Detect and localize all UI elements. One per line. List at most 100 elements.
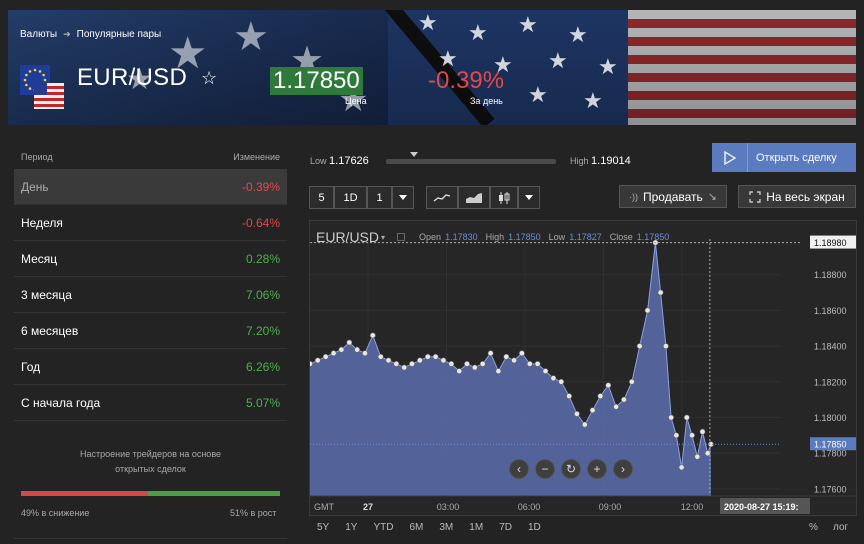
- performance-period-label: С начала года: [21, 395, 101, 410]
- y-tick-label: 1.17600: [814, 484, 847, 494]
- price-point: [707, 441, 714, 448]
- sentiment-up-label: 51% в рост: [230, 508, 277, 518]
- open-deal-button[interactable]: Открыть сделку: [712, 143, 856, 172]
- price-point: [673, 432, 680, 439]
- x-tick-label: 03:00: [437, 502, 460, 512]
- performance-row[interactable]: 3 месяца 7.06%: [14, 277, 287, 313]
- star-decoration: ★: [583, 88, 603, 113]
- scroll-left-button[interactable]: ‹: [509, 459, 529, 479]
- arrow-right-icon: ➔: [63, 29, 71, 39]
- us-flag-stripes-background: [628, 10, 856, 125]
- reset-zoom-button[interactable]: ↻: [561, 459, 581, 479]
- favorite-star-icon[interactable]: ☆: [201, 68, 218, 88]
- price-point: [456, 368, 463, 374]
- price-point: [471, 364, 478, 371]
- settings-square-icon[interactable]: [397, 233, 406, 241]
- chart-type-dropdown-icon[interactable]: [518, 186, 540, 209]
- interval-5-button[interactable]: 5: [309, 186, 334, 209]
- price-point: [322, 353, 329, 360]
- chevron-down-icon[interactable]: ▾: [381, 232, 386, 242]
- price-point: [424, 353, 431, 360]
- price-point: [338, 346, 345, 353]
- performance-row[interactable]: С начала года 5.07%: [14, 385, 287, 421]
- play-icon: [712, 143, 748, 172]
- price-point: [401, 364, 408, 371]
- line-chart-icon[interactable]: [426, 186, 458, 209]
- performance-period-label: 3 месяца: [21, 287, 72, 302]
- performance-row[interactable]: Год 6.26%: [14, 349, 287, 385]
- price-point: [369, 332, 376, 339]
- daily-change: -0.39%: [428, 67, 505, 94]
- price-point: [409, 360, 415, 367]
- price-point: [534, 360, 541, 367]
- price-point: [678, 464, 685, 471]
- percent-scale-toggle[interactable]: %: [809, 521, 818, 533]
- price-point: [644, 307, 651, 314]
- price-point: [699, 428, 706, 435]
- performance-header: Период Изменение: [14, 145, 287, 169]
- performance-table: Период Изменение День -0.39% Неделя -0.64% М…: [14, 145, 287, 421]
- interval-group: 5 1D 1: [309, 186, 414, 209]
- performance-change-value: -0.64%: [241, 215, 280, 230]
- price-point: [362, 350, 368, 357]
- candlestick-chart-icon[interactable]: [490, 186, 518, 209]
- high-value-box: [810, 235, 856, 249]
- performance-row[interactable]: День -0.39%: [14, 169, 287, 205]
- breadcrumb: Валюты ➔ Популярные пары: [20, 29, 161, 40]
- star-decoration: ★: [468, 20, 488, 45]
- interval-1d-button[interactable]: 1D: [334, 186, 367, 209]
- price-point: [377, 353, 384, 360]
- log-scale-toggle[interactable]: лог: [833, 521, 849, 533]
- last-value-label: 1.17850: [814, 440, 847, 450]
- sentiment-down-fill: [21, 491, 148, 496]
- star-decoration: ★: [548, 48, 568, 73]
- zoom-out-button[interactable]: −: [535, 459, 555, 479]
- period-ytd-button[interactable]: YTD: [373, 521, 394, 533]
- star-decoration: ★: [168, 29, 208, 78]
- interval-1-button[interactable]: 1: [367, 186, 392, 209]
- last-value-box: [810, 437, 856, 451]
- price-point: [464, 360, 470, 367]
- performance-period-label: Неделя: [21, 215, 63, 230]
- timezone-label: GMT: [314, 502, 334, 512]
- period-3m-button[interactable]: 3M: [439, 521, 454, 533]
- period-1y-button[interactable]: 1Y: [345, 521, 358, 533]
- star-decoration: ★: [438, 46, 458, 71]
- sell-button[interactable]: ·)) Продавать ↘: [619, 185, 727, 208]
- performance-change-value: -0.39%: [241, 179, 280, 194]
- period-1m-button[interactable]: 1M: [469, 521, 484, 533]
- period-1d-button[interactable]: 1D: [527, 521, 541, 533]
- price-point: [636, 343, 643, 349]
- performance-change-value: 7.20%: [245, 323, 280, 338]
- area-chart-icon[interactable]: [458, 186, 490, 209]
- range-high: High 1.19014: [570, 155, 631, 167]
- period-5y-button[interactable]: 5Y: [317, 521, 330, 533]
- price-point: [704, 450, 711, 457]
- breadcrumb-root[interactable]: Валюты: [20, 29, 58, 40]
- price-chart[interactable]: EUR/USD ▾ Open 1.17830 High 1.17850 Low 1.1…: [309, 220, 858, 516]
- chart-symbol[interactable]: EUR/USD: [316, 229, 380, 245]
- period-6m-button[interactable]: 6M: [409, 521, 424, 533]
- scroll-right-button[interactable]: ›: [613, 459, 633, 479]
- price-point: [662, 343, 669, 349]
- y-tick-label: 1.18200: [814, 377, 847, 387]
- performance-row[interactable]: Месяц 0.28%: [14, 241, 287, 277]
- price-point: [589, 407, 596, 414]
- performance-period-label: День: [21, 179, 49, 194]
- breadcrumb-current[interactable]: Популярные пары: [76, 29, 162, 40]
- current-price: 1.17850: [270, 67, 363, 95]
- performance-row[interactable]: Неделя -0.64%: [14, 205, 287, 241]
- range-low: Low 1.17626: [310, 155, 369, 167]
- period-7d-button[interactable]: 7D: [499, 521, 512, 533]
- period-header: Период: [21, 152, 53, 162]
- fullscreen-button[interactable]: На весь экран: [738, 185, 856, 208]
- chart-canvas: 1.18980 1.18800 1.18600 1.18400 1.18200 1.180…: [310, 235, 858, 514]
- interval-dropdown-icon[interactable]: [392, 186, 414, 209]
- zoom-in-button[interactable]: +: [587, 459, 607, 479]
- price-point: [628, 378, 635, 385]
- price-point: [432, 353, 439, 360]
- price-point: [346, 339, 353, 346]
- performance-row[interactable]: 6 месяцев 7.20%: [14, 313, 287, 349]
- price-area: [310, 242, 711, 496]
